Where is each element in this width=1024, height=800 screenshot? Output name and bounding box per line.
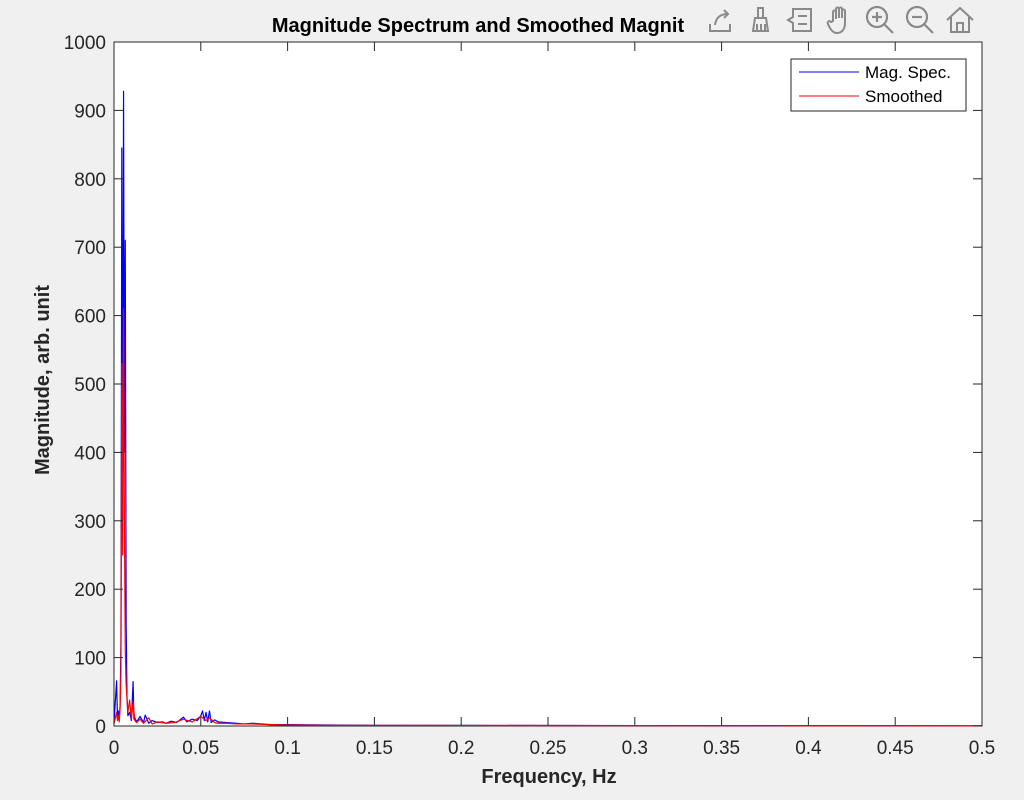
chart-title: Magnitude Spectrum and Smoothed Magnit <box>272 15 685 37</box>
x-tick-label: 0.15 <box>356 738 393 759</box>
x-axis-label: Frequency, Hz <box>481 766 616 788</box>
zoom-out-button[interactable] <box>902 2 938 38</box>
zoom-out-icon <box>905 5 934 34</box>
ticks-layer: 0 0.05 0.1 0.15 0.2 0.25 0.3 0.35 0.4 0.45 0.5 0 100… <box>64 33 995 759</box>
y-tick-label: 0 <box>95 717 106 738</box>
datatip-button[interactable] <box>782 2 818 38</box>
legend-label-smoothed: Smoothed <box>865 87 943 106</box>
legend-label-mag-spec: Mag. Spec. <box>865 63 951 82</box>
x-tick-label: 0.05 <box>182 738 219 759</box>
legend[interactable]: Mag. Spec. Smoothed <box>790 58 967 112</box>
home-button[interactable] <box>942 2 978 38</box>
brush-icon <box>751 7 770 32</box>
x-tick-label: 0.5 <box>969 738 995 759</box>
y-tick-label: 100 <box>74 649 106 670</box>
y-tick-label: 300 <box>74 512 106 533</box>
x-tick-label: 0.2 <box>448 738 474 759</box>
plot-area[interactable] <box>113 41 983 727</box>
pan-icon <box>826 6 846 35</box>
brush-button[interactable] <box>742 2 778 38</box>
zoom-in-button[interactable] <box>862 2 898 38</box>
home-icon <box>946 6 974 33</box>
x-tick-label: 0.45 <box>877 738 914 759</box>
y-tick-label: 200 <box>74 580 106 601</box>
zoom-in-icon <box>865 5 894 34</box>
export-button[interactable] <box>702 2 738 38</box>
y-tick-label: 600 <box>74 307 106 328</box>
x-tick-label: 0 <box>109 738 120 759</box>
y-tick-label: 800 <box>74 170 106 191</box>
x-tick-label: 0.3 <box>622 738 648 759</box>
y-axis-label: Magnitude, arb. unit <box>32 285 54 475</box>
x-tick-label: 0.25 <box>530 738 567 759</box>
y-tick-label: 900 <box>74 101 106 122</box>
axes-toolbar <box>702 2 978 38</box>
series-layer <box>113 90 983 727</box>
y-tick-label: 400 <box>74 443 106 464</box>
datatip-icon <box>786 8 812 32</box>
y-tick-label: 1000 <box>64 33 106 54</box>
y-tick-label: 500 <box>74 375 106 396</box>
x-tick-label: 0.1 <box>274 738 300 759</box>
pan-button[interactable] <box>822 2 858 38</box>
x-tick-label: 0.4 <box>795 738 822 759</box>
series-line-smoothed[interactable] <box>113 308 983 727</box>
y-tick-label: 700 <box>74 238 106 259</box>
x-tick-label: 0.35 <box>703 738 740 759</box>
export-icon <box>709 9 731 32</box>
legend-box <box>790 58 967 112</box>
